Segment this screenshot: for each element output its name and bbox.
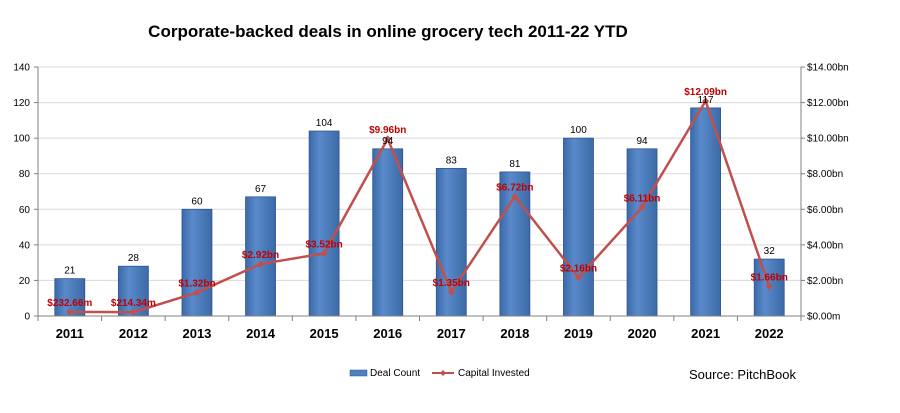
x-tick-label: 2015: [310, 326, 339, 341]
left-tick-label: 100: [13, 134, 30, 145]
right-tick-label: $10.00bn: [807, 134, 849, 145]
line-labels: $232.66m $214.34m $1.32bn $2.92bn $3.52bn $9.…: [47, 87, 788, 309]
x-tick-label: 2019: [564, 326, 593, 341]
bar-deal-count: [690, 107, 722, 317]
bar-data-label: 60: [191, 196, 203, 207]
x-tick-label: 2016: [373, 326, 402, 341]
x-tick-label: 2011: [56, 326, 84, 341]
bar-deal-count: [626, 148, 658, 317]
capital-invested-marker: [193, 289, 201, 297]
legend-label-capital-invested: Capital Invested: [458, 368, 530, 379]
bar-deal-count: [181, 208, 213, 317]
bar-data-label: 83: [446, 155, 458, 166]
x-tick-label: 2021: [691, 326, 720, 341]
capital-invested-marker: [384, 135, 392, 143]
bar-data-label: 94: [382, 136, 394, 147]
capital-invested-marker: [447, 288, 455, 296]
capital-invested-marker: [511, 192, 519, 200]
bar-data-label: 100: [570, 125, 587, 136]
right-tick-label: $14.00bn: [807, 63, 849, 74]
capital-invested-marker: [257, 260, 265, 268]
x-axis: 2011 2012 2013 2014 2015 2016 2017 2018 2019 2020…: [37, 315, 802, 341]
left-tick-label: 20: [19, 276, 31, 287]
x-tick-label: 2017: [437, 326, 466, 341]
bar-data-label: 81: [509, 159, 521, 170]
line-data-label: $9.96bn: [369, 125, 406, 136]
bar-deal-count: [563, 137, 594, 317]
bars: [54, 107, 785, 317]
x-tick-label: 2012: [119, 326, 148, 341]
legend: Deal Count Capital Invested: [349, 368, 530, 379]
bar-data-label: 21: [64, 266, 76, 277]
bar-data-label: 117: [698, 95, 714, 106]
bar-data-label: 94: [636, 136, 648, 147]
x-tick-label: 2020: [628, 326, 657, 341]
right-tick-label: $0.00m: [807, 312, 840, 323]
x-tick-label: 2018: [500, 326, 529, 341]
capital-line: [66, 97, 773, 316]
left-tick-label: 80: [19, 169, 31, 180]
legend-swatch-capital-marker: [440, 370, 446, 376]
right-tick-label: $2.00bn: [807, 276, 843, 287]
bar-data-label: 67: [255, 184, 267, 195]
line-data-label: $214.34m: [111, 298, 156, 309]
left-tick-label: 60: [19, 205, 31, 216]
line-data-label: $2.16bn: [560, 264, 597, 275]
bar-deal-count: [117, 265, 149, 317]
bar-data-label: 104: [316, 118, 333, 129]
legend-swatch-deal-count: [349, 369, 368, 377]
x-tick-label: 2013: [182, 326, 211, 341]
right-tick-label: $8.00bn: [807, 169, 843, 180]
bar-data-label: 28: [128, 253, 140, 264]
x-tick-label: 2014: [246, 326, 276, 341]
capital-invested-marker: [574, 274, 582, 282]
capital-invested-marker: [66, 308, 74, 316]
capital-invested-marker: [702, 97, 710, 105]
line-data-label: $2.92bn: [242, 250, 279, 261]
right-axis: $0.00m $2.00bn $4.00bn $6.00bn $8.00bn $10.00…: [800, 63, 849, 323]
line-data-label: $6.72bn: [496, 182, 533, 193]
left-tick-label: 140: [13, 63, 30, 74]
line-data-label: $1.66bn: [751, 272, 788, 283]
bar-deal-count: [372, 148, 404, 317]
gridlines: [38, 66, 801, 317]
line-data-label: $232.66m: [47, 298, 92, 309]
left-tick-label: 120: [13, 98, 30, 109]
line-data-label: $6.11bn: [624, 193, 661, 204]
bar-deal-count: [308, 130, 340, 317]
left-axis: 0 20 40 60 80 100 120 140: [13, 63, 39, 323]
capital-invested-marker: [765, 282, 773, 290]
line-data-label: $1.32bn: [178, 279, 215, 290]
chart-title: Corporate-backed deals in online grocery…: [148, 22, 628, 41]
right-tick-label: $4.00bn: [807, 240, 843, 251]
x-tick-label: 2022: [755, 326, 784, 341]
bar-labels: 21 28 60 67 104 94 83 81 100 94 117 32: [64, 95, 775, 277]
right-tick-label: $6.00bn: [807, 205, 843, 216]
right-tick-label: $12.00bn: [807, 98, 849, 109]
capital-invested-marker: [129, 308, 137, 316]
line-data-label: $1.35bn: [433, 278, 470, 289]
bar-data-label: 32: [764, 246, 776, 257]
left-tick-label: 0: [24, 312, 30, 323]
source-note: Source: PitchBook: [689, 367, 796, 382]
capital-invested-marker: [320, 249, 328, 257]
left-tick-label: 40: [19, 240, 31, 251]
legend-label-deal-count: Deal Count: [370, 368, 420, 379]
capital-invested-marker: [638, 203, 646, 211]
line-data-label: $12.09bn: [684, 87, 727, 98]
capital-invested-line: [69, 98, 771, 314]
line-data-label: $3.52bn: [306, 239, 343, 250]
